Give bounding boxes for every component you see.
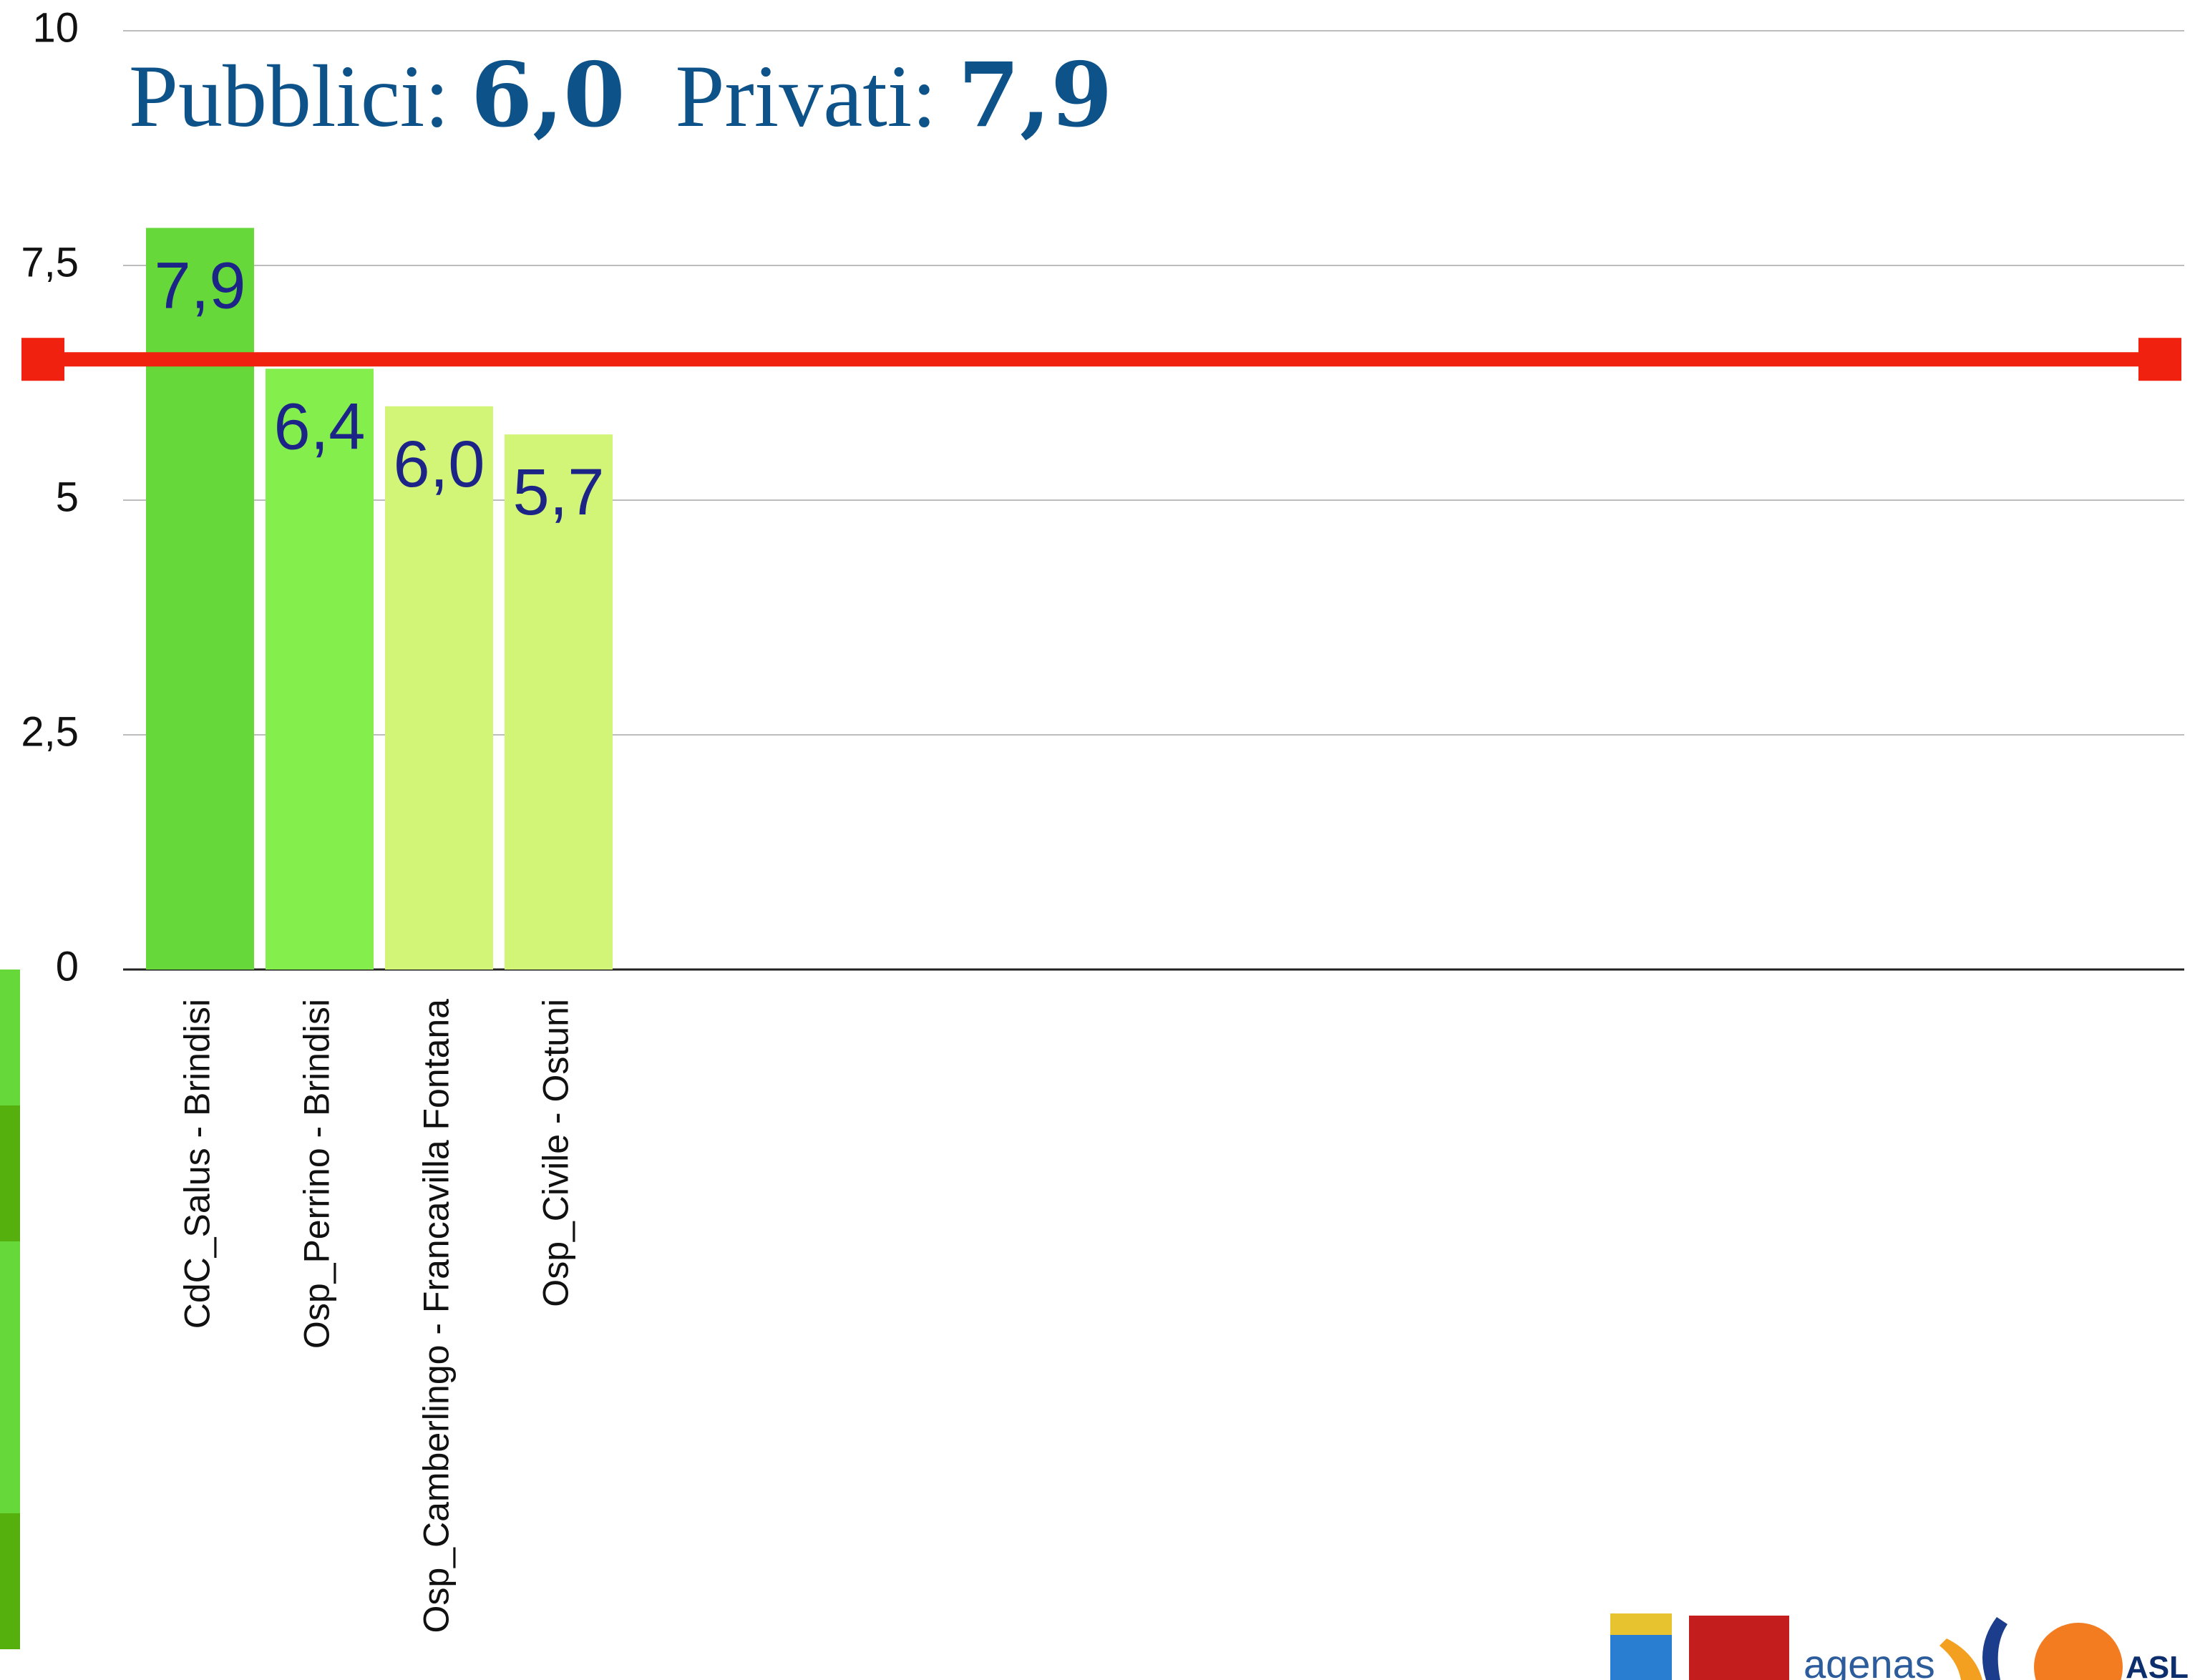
y-tick-label: 7,5 [21, 239, 79, 285]
value-label: 6,0 [394, 428, 485, 501]
x-tick-label: Osp_Camberlingo - Francavilla Fontana [417, 999, 457, 1633]
bar [266, 368, 374, 970]
bar [505, 434, 613, 970]
logo-arc [1939, 1639, 1982, 1680]
logo-text: agenas [1804, 1641, 1935, 1680]
logos: agenas ASL [1610, 1613, 2189, 1680]
chart-title: Pubblici: 6,0 Privati: 7,9 [129, 44, 1112, 147]
logo-text: ASL [2126, 1650, 2189, 1680]
stripe [0, 1513, 20, 1649]
value-label: 6,4 [274, 390, 366, 463]
x-tick-label: Osp_Civile - Ostuni [536, 999, 576, 1307]
title-part: 6,0 [471, 44, 626, 147]
left-stripes [0, 970, 20, 1649]
logo-ares [1689, 1616, 1789, 1680]
title-part: Pubblici: [129, 47, 449, 145]
y-tick-label: 5 [56, 474, 79, 520]
y-tick-label: 0 [56, 943, 79, 990]
logo-arc [1982, 1617, 2007, 1680]
bar [385, 406, 493, 970]
reference-marker [2138, 338, 2181, 381]
title-part: 7,9 [958, 44, 1113, 147]
value-label: 7,9 [155, 250, 246, 323]
stripe [0, 1105, 20, 1241]
reference-marker [21, 338, 64, 381]
value-label: 5,7 [513, 456, 605, 529]
y-tick-label: 2,5 [21, 708, 79, 755]
title-part: Privati: [676, 47, 937, 145]
logo-crest-top [1610, 1613, 1672, 1635]
y-tick-label: 10 [32, 4, 79, 51]
logo-circle [2034, 1623, 2123, 1680]
stripe [0, 1241, 20, 1513]
bar [146, 228, 254, 970]
x-tick-label: CdC_Salus - Brindisi [177, 999, 218, 1329]
x-tick-label: Osp_Perrino - Brindisi [297, 999, 337, 1349]
stripe [0, 970, 20, 1105]
